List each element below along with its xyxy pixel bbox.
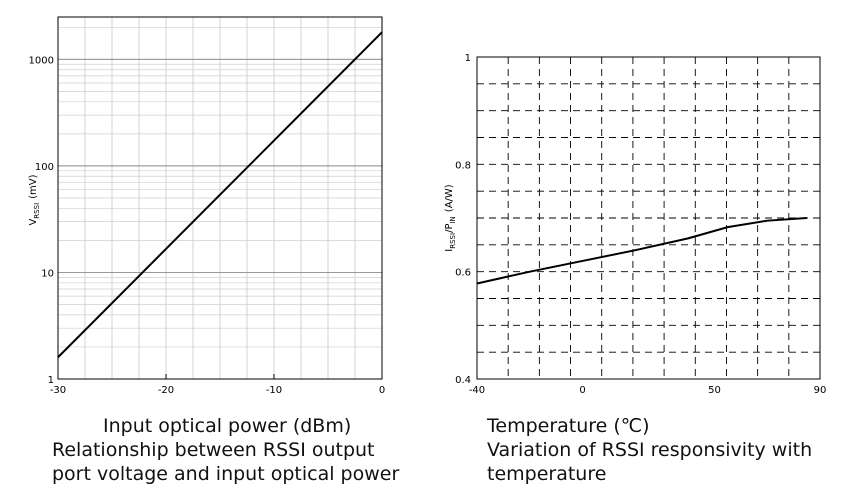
series-line	[57, 31, 383, 358]
y-ticks: 0.4 0.6 0.8 1	[455, 53, 471, 386]
x-tick-label: -30	[50, 385, 66, 396]
y-tick-label: 10	[41, 268, 54, 279]
y-tick-label: 0.8	[455, 160, 471, 171]
chart-rssi-voltage: -30 -20 -10 0 1 10 100 1000 VRSSI(mV)	[28, 16, 385, 396]
y-axis-label: IRSSI/PIN(A/W)	[444, 184, 457, 251]
x-tick-label: 0	[579, 385, 585, 396]
y-tick-label: 0.6	[455, 268, 471, 279]
grid	[477, 57, 820, 379]
y-tick-label: 1000	[29, 55, 54, 66]
plot-frame	[57, 16, 383, 380]
left-x-axis-label: Input optical power (dBm)	[103, 415, 352, 437]
series	[57, 31, 383, 358]
x-ticks: -40 0 50 90	[469, 385, 827, 396]
x-tick-label: 0	[379, 385, 385, 396]
y-tick-label: 100	[35, 162, 54, 173]
chart-rssi-responsivity: -40 0 50 90 0.4 0.6 0.8 1 IRSSI/PIN(A/W)	[444, 53, 826, 396]
y-ticks: 1 10 100 1000	[29, 55, 54, 386]
right-caption: Variation of RSSI responsivity with temp…	[487, 439, 813, 485]
x-tick-label: -20	[158, 385, 174, 396]
series-line	[476, 217, 807, 285]
y-tick-label: 1	[465, 53, 471, 64]
y-axis-label: VRSSI(mV)	[28, 174, 41, 225]
y-tick-label: 0.4	[455, 375, 471, 386]
series	[476, 217, 807, 285]
grid	[57, 17, 383, 380]
y-tick-label: 1	[48, 375, 54, 386]
right-x-axis-label: Temperature (℃)	[487, 415, 650, 437]
x-tick-label: 90	[814, 385, 827, 396]
x-tick-label: -40	[469, 385, 485, 396]
plot-frame	[476, 56, 821, 380]
x-tick-label: -10	[266, 385, 282, 396]
x-tick-label: 50	[708, 385, 721, 396]
left-caption: Relationship between RSSI output port vo…	[52, 439, 400, 485]
x-ticks: -30 -20 -10 0	[50, 374, 385, 396]
